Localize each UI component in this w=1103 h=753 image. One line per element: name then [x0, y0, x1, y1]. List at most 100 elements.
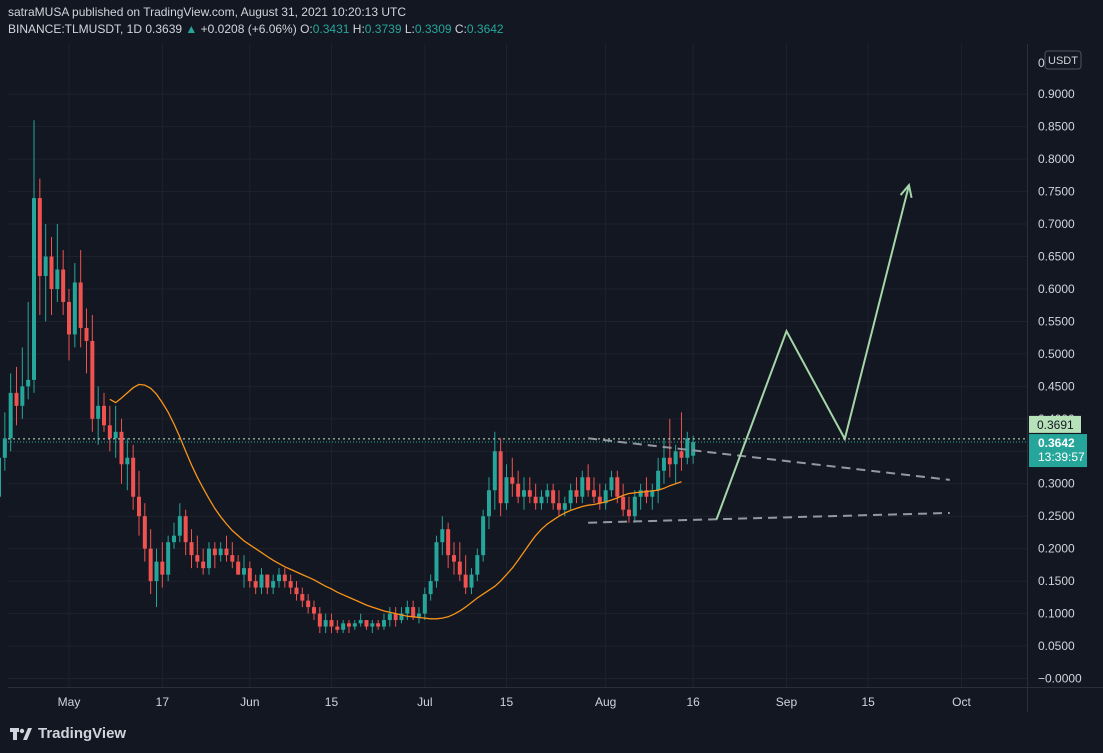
candle-body — [469, 574, 474, 588]
candle-body — [84, 327, 89, 341]
candle-body — [481, 516, 486, 556]
candle-body — [101, 405, 106, 426]
high-label: H: — [352, 22, 365, 36]
candle-body — [346, 623, 351, 627]
candle-body — [72, 282, 77, 335]
candle-body — [574, 490, 579, 497]
candle-body — [294, 587, 299, 595]
y-tick-label: 0.6500 — [1038, 250, 1075, 264]
candle-body — [504, 477, 509, 504]
candle-body — [300, 594, 305, 601]
x-tick-label: 15 — [325, 695, 339, 709]
x-tick-label: 17 — [156, 695, 170, 709]
candle-body — [451, 555, 456, 562]
high-value: 0.3739 — [364, 22, 402, 36]
candle-body — [236, 561, 241, 575]
candle-body — [218, 548, 223, 556]
y-tick-label: 0.2500 — [1038, 509, 1075, 523]
candle-body — [49, 256, 54, 289]
y-tick-label: 0.1000 — [1038, 607, 1075, 621]
candle-body — [113, 431, 118, 439]
countdown-text: 13:39:57 — [1038, 450, 1085, 464]
tradingview-logo[interactable]: TradingView — [10, 725, 126, 742]
y-tick-label: 0.8000 — [1038, 152, 1075, 166]
last-price-text: 0.3642 — [1038, 436, 1075, 450]
candle-body — [656, 470, 661, 491]
candle-body — [189, 542, 194, 556]
y-tick-label: 0.7500 — [1038, 185, 1075, 199]
y-tick-label: 0.9000 — [1038, 87, 1075, 101]
last-price: 0.3639 — [145, 22, 183, 36]
candle-body — [539, 496, 544, 504]
y-tick-label: 0.5500 — [1038, 314, 1075, 328]
candle-body — [306, 600, 311, 608]
candle-body — [276, 574, 281, 582]
candle-body — [492, 451, 497, 491]
candle-body — [352, 623, 357, 627]
candle-body — [282, 574, 287, 582]
candle-body — [247, 568, 252, 582]
candle-body — [381, 620, 386, 627]
candle-body — [428, 581, 433, 595]
y-tick-label: 0.7000 — [1038, 217, 1075, 231]
candle-body — [259, 574, 264, 588]
candle-body — [335, 626, 340, 630]
candle-body — [516, 483, 521, 497]
candle-body — [446, 529, 451, 556]
candle-body — [271, 581, 276, 588]
low-label: L: — [404, 22, 415, 36]
publish-line: satraMUSA published on TradingView.com, … — [8, 5, 406, 19]
candle-body — [317, 613, 322, 627]
candle-body — [621, 496, 626, 510]
candle-body — [37, 198, 42, 276]
candle-body — [376, 623, 381, 627]
candle-body — [26, 379, 31, 387]
candle-body — [411, 607, 416, 617]
candle-body — [650, 490, 655, 497]
candle-body — [463, 574, 468, 588]
candle-body — [405, 607, 410, 614]
candle-body — [364, 620, 369, 627]
level-price-badge — [1029, 415, 1081, 433]
candle-body — [67, 301, 71, 335]
candle-body — [2, 438, 7, 458]
upper-trendline — [588, 437, 950, 481]
x-tick-label: Sep — [776, 695, 798, 709]
candle-body — [177, 516, 182, 536]
close-value: 0.3642 — [466, 22, 504, 36]
candle-body — [224, 548, 229, 556]
candle-body — [32, 198, 37, 380]
candle-body — [597, 496, 602, 504]
candle-body — [119, 431, 124, 465]
candle-body — [183, 516, 188, 543]
candle-body — [533, 496, 538, 504]
candle-body — [8, 392, 13, 439]
candle-body — [341, 623, 346, 630]
x-tick-label: Jun — [240, 695, 259, 709]
x-tick-label: 16 — [686, 695, 700, 709]
candle-body — [632, 496, 637, 517]
candle-body — [142, 516, 147, 549]
candle-body — [329, 620, 334, 627]
currency-badge[interactable] — [1044, 50, 1082, 70]
candle-body — [323, 620, 328, 627]
candle-body — [230, 555, 235, 562]
candle-body — [55, 269, 60, 289]
candle-body — [667, 457, 672, 465]
candle-body — [691, 442, 696, 456]
y-tick-label: 0.3000 — [1038, 477, 1075, 491]
candle-body — [0, 457, 2, 497]
candle-body — [131, 457, 136, 497]
close-label: C: — [454, 22, 467, 36]
candle-body — [241, 568, 246, 575]
symbol-label[interactable]: BINANCE:TLMUSDT, 1D — [8, 22, 143, 36]
x-tick-label: 15 — [861, 695, 875, 709]
candle-body — [422, 594, 427, 614]
candle-body — [154, 561, 159, 582]
candle-body — [253, 581, 258, 588]
x-tick-label: Jul — [417, 695, 432, 709]
y-tick-label: 0.4500 — [1038, 379, 1075, 393]
y-tick-label: 0.6000 — [1038, 282, 1075, 296]
